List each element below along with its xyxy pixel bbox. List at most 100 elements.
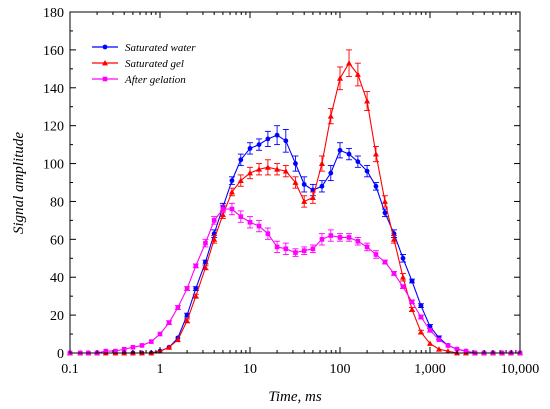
- data-point: [328, 170, 334, 176]
- data-point: [113, 348, 118, 354]
- data-point: [220, 206, 226, 212]
- data-point: [409, 278, 415, 284]
- data-point: [427, 327, 433, 333]
- data-point: [238, 157, 244, 163]
- legend-marker: [102, 76, 108, 82]
- data-point: [229, 178, 235, 184]
- data-point: [301, 248, 307, 253]
- y-tick-label: 140: [43, 82, 64, 97]
- legend-item-saturated-water: Saturated water: [92, 42, 196, 54]
- data-point: [228, 188, 235, 195]
- data-point: [148, 339, 154, 344]
- data-point: [211, 218, 217, 223]
- x-tick-label: 0.1: [61, 362, 79, 377]
- data-point: [310, 246, 316, 252]
- data-point: [301, 198, 308, 204]
- data-point: [247, 219, 253, 225]
- axis-ticks: 0.1 1 10 100 1,000 10,000 0 20 40 60 80 100 120 140 16…: [43, 6, 539, 377]
- data-point: [264, 164, 271, 170]
- data-point: [211, 236, 218, 242]
- data-point: [391, 271, 397, 276]
- data-point: [400, 284, 406, 289]
- legend-marker: [102, 44, 108, 50]
- data-point: [175, 305, 181, 310]
- x-tick-label: 1: [157, 362, 164, 377]
- data-point: [372, 151, 379, 157]
- plot-area: [67, 49, 523, 356]
- series-line: [70, 62, 520, 354]
- data-point: [436, 346, 443, 352]
- legend-label: Saturated gel: [125, 58, 184, 70]
- y-tick-label: 120: [43, 120, 64, 135]
- data-point: [292, 179, 299, 185]
- data-point: [409, 306, 416, 312]
- data-point: [192, 293, 199, 299]
- data-point: [301, 181, 307, 187]
- data-point: [166, 320, 172, 325]
- data-point: [283, 138, 289, 144]
- data-point: [427, 340, 433, 346]
- data-point: [319, 237, 325, 242]
- data-point: [274, 132, 280, 138]
- x-tick-label: 10,000: [501, 362, 540, 377]
- data-point: [417, 329, 424, 335]
- data-point: [354, 71, 361, 77]
- data-point: [364, 168, 370, 174]
- data-point: [247, 170, 253, 176]
- data-point: [355, 238, 361, 244]
- y-tick-label: 60: [50, 233, 64, 248]
- data-point: [293, 250, 298, 255]
- series-line: [70, 134, 520, 354]
- legend-item-after-gelation: After gelation: [92, 74, 186, 86]
- data-point: [184, 317, 191, 324]
- series-line: [70, 208, 520, 354]
- data-point: [237, 177, 244, 184]
- data-point: [399, 274, 406, 280]
- y-axis-title: Signal amplitude: [11, 132, 27, 234]
- legend-label: Saturated water: [125, 42, 196, 54]
- data-point: [418, 303, 424, 309]
- data-point: [256, 142, 262, 148]
- data-point: [265, 136, 271, 142]
- data-point: [346, 60, 353, 66]
- x-axis-title: Time, ms: [268, 389, 322, 405]
- data-point: [219, 211, 226, 218]
- data-point: [337, 147, 343, 153]
- y-tick-label: 160: [43, 44, 64, 59]
- data-point: [436, 337, 442, 343]
- data-point: [418, 314, 424, 320]
- y-tick-label: 80: [50, 195, 64, 210]
- data-point: [184, 286, 190, 291]
- data-point: [346, 151, 352, 157]
- data-point: [400, 255, 406, 261]
- data-point: [445, 348, 452, 354]
- data-point: [327, 113, 334, 119]
- data-point: [274, 244, 280, 250]
- data-point: [390, 236, 397, 242]
- data-point: [328, 233, 334, 238]
- y-tick-label: 40: [50, 271, 64, 286]
- data-point: [265, 231, 271, 236]
- data-point: [318, 160, 325, 166]
- data-point: [256, 166, 263, 172]
- data-point: [382, 210, 388, 216]
- legend-item-saturated-gel: Saturated gel: [92, 58, 184, 70]
- series-saturated-gel: [67, 49, 523, 356]
- data-point: [337, 75, 343, 81]
- data-point: [130, 345, 136, 350]
- y-tick-label: 180: [43, 6, 64, 21]
- data-point: [202, 264, 209, 271]
- data-point: [364, 98, 371, 104]
- data-point: [247, 146, 253, 151]
- data-point: [238, 214, 244, 219]
- data-point: [121, 346, 127, 352]
- x-tick-label: 100: [330, 362, 351, 377]
- data-point: [381, 198, 388, 204]
- data-point: [337, 235, 343, 240]
- data-point: [174, 336, 181, 343]
- legend-marker: [102, 60, 108, 66]
- data-point: [445, 343, 451, 348]
- y-tick-label: 20: [50, 309, 64, 324]
- data-point: [364, 244, 370, 250]
